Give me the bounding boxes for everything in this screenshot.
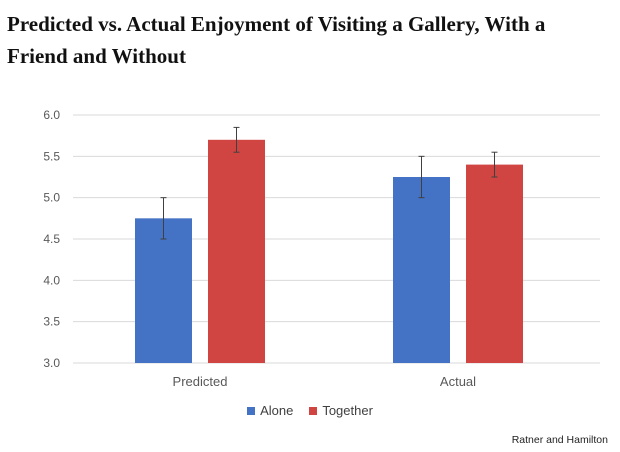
y-tick-label: 6.0 xyxy=(43,108,60,122)
x-category-label: Predicted xyxy=(173,374,228,389)
chart-plot: 3.0 3.5 4.0 4.5 5.0 5.5 6.0 Predicted Actual xyxy=(43,108,600,389)
error-bars xyxy=(160,126,498,240)
y-tick-label: 5.0 xyxy=(43,191,60,205)
legend: Alone Together xyxy=(0,403,620,418)
y-tick-label: 3.0 xyxy=(43,356,60,370)
x-category-label: Actual xyxy=(440,374,476,389)
legend-item-together: Together xyxy=(309,403,373,418)
legend-swatch-alone xyxy=(247,406,256,415)
bar-alone-predicted xyxy=(135,218,192,363)
bar-together-actual xyxy=(466,164,523,363)
y-tick-label: 4.0 xyxy=(43,273,60,287)
bar-alone-actual xyxy=(393,177,450,363)
legend-label-alone: Alone xyxy=(260,403,294,418)
y-tick-label: 5.5 xyxy=(43,149,60,163)
source-credit: Ratner and Hamilton xyxy=(511,434,608,446)
legend-item-alone: Alone xyxy=(247,403,293,418)
bar-together-predicted xyxy=(208,139,265,363)
bars xyxy=(135,139,523,363)
legend-swatch-together xyxy=(309,406,318,415)
chart-title: Predicted vs. Actual Enjoyment of Visiti… xyxy=(7,12,546,68)
y-axis-ticks: 3.0 3.5 4.0 4.5 5.0 5.5 6.0 xyxy=(43,108,60,370)
y-tick-label: 4.5 xyxy=(43,232,60,246)
y-tick-label: 3.5 xyxy=(43,315,60,329)
x-axis-categories: Predicted Actual xyxy=(173,374,477,389)
legend-label-together: Together xyxy=(322,403,373,418)
